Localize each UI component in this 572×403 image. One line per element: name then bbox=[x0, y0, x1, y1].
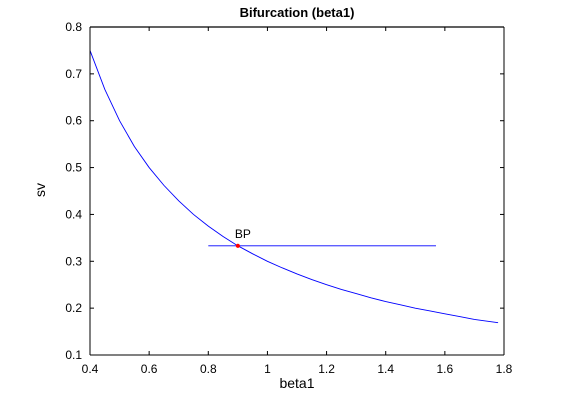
series-group bbox=[89, 50, 499, 324]
branch-point-label: BP bbox=[235, 227, 251, 241]
y-tick-label: 0.8 bbox=[65, 20, 82, 34]
frame-lines bbox=[89, 26, 505, 356]
series-line-1 bbox=[89, 50, 499, 324]
y-tick-label: 0.6 bbox=[65, 114, 82, 128]
annotation-group: BP bbox=[235, 227, 251, 248]
ticks-group: 0.4 0.6 0.8 1 1.2 1.4 1.6 1.8 0.1 0.2 0.3 0.4 0.5 0.6… bbox=[65, 20, 512, 376]
x-axis-label: beta1 bbox=[279, 375, 314, 391]
x-tick-label: 1.2 bbox=[318, 362, 335, 376]
x-tick-label: 1.4 bbox=[377, 362, 394, 376]
x-tick-label: 0.6 bbox=[141, 362, 158, 376]
x-tick-label: 0.8 bbox=[200, 362, 217, 376]
x-tick-label: 1.8 bbox=[496, 362, 513, 376]
y-tick-label: 0.4 bbox=[65, 207, 82, 221]
y-tick-label: 0.5 bbox=[65, 161, 82, 175]
x-tick-label: 1 bbox=[264, 362, 271, 376]
y-tick-label: 0.7 bbox=[65, 67, 82, 81]
branch-point-marker bbox=[235, 243, 240, 248]
y-tick-label: 0.3 bbox=[65, 254, 82, 268]
y-axis-label: sv bbox=[32, 183, 48, 197]
axes-frame bbox=[90, 27, 504, 355]
y-tick-label: 0.2 bbox=[65, 301, 82, 315]
x-tick-label: 1.6 bbox=[437, 362, 454, 376]
y-tick-label: 0.1 bbox=[65, 348, 82, 362]
chart-title: Bifurcation (beta1) bbox=[240, 5, 355, 20]
x-tick-label: 0.4 bbox=[82, 362, 99, 376]
